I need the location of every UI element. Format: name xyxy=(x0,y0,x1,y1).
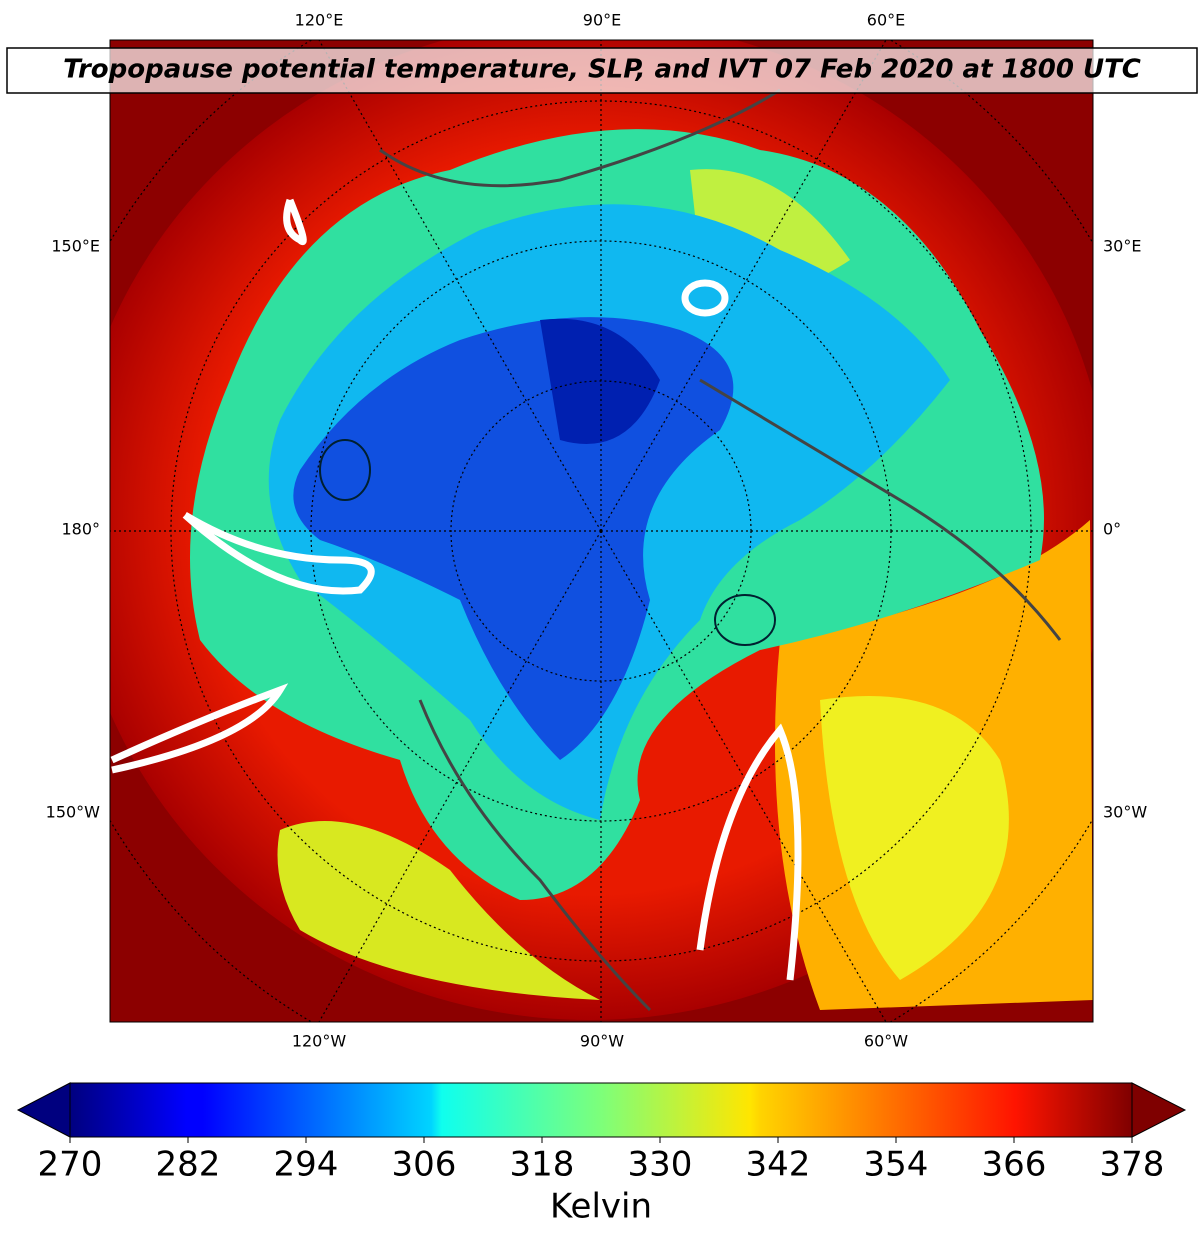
lon-label: 90°W xyxy=(580,1032,624,1051)
colorbar-extend-high xyxy=(1131,1082,1187,1138)
lon-labels: 120°E 90°E 60°E 120°W 90°W 60°W 150°E 180° 150°W… xyxy=(46,11,1148,1051)
colorbar-bar xyxy=(69,1082,1133,1138)
lon-label: 120°W xyxy=(292,1032,347,1051)
map-field xyxy=(110,40,1093,1022)
title-box xyxy=(6,47,1198,94)
ivt-contours xyxy=(110,198,802,981)
lon-label: 120°E xyxy=(295,11,344,30)
yellow-region xyxy=(277,821,600,1000)
lon-label: 60°W xyxy=(864,1032,908,1051)
lon-label: 180° xyxy=(61,520,100,539)
lon-label: 150°W xyxy=(46,803,101,822)
lon-label: 0° xyxy=(1103,520,1121,539)
graticule xyxy=(110,40,1093,1022)
colorbar-tick-label: 354 xyxy=(864,1145,929,1185)
colorbar-tick-label: 270 xyxy=(38,1145,103,1185)
colorbar-extend-low xyxy=(16,1082,71,1138)
colorbar-tick-label: 306 xyxy=(392,1145,457,1185)
map-frame xyxy=(109,39,1094,1023)
lon-label: 60°E xyxy=(867,11,905,30)
colorbar-tick-label: 318 xyxy=(510,1145,575,1185)
lon-label: 150°E xyxy=(51,237,100,256)
colorbar-tick-label: 330 xyxy=(628,1145,693,1185)
map-title: Tropopause potential temperature, SLP, a… xyxy=(63,55,1141,85)
slp-low xyxy=(714,594,776,646)
lon-label: 30°W xyxy=(1103,803,1147,822)
lon-label: 30°E xyxy=(1103,237,1141,256)
colorbar-tick-label: 282 xyxy=(156,1145,221,1185)
colorbar-tick-label: 294 xyxy=(274,1145,339,1185)
colorbar-tick-label: 378 xyxy=(1100,1145,1165,1185)
colorbar-tick-label: 366 xyxy=(982,1145,1047,1185)
slp-low xyxy=(319,439,371,501)
coastlines xyxy=(379,88,1062,1012)
lon-label: 90°E xyxy=(583,11,621,30)
colorbar: 270 282 294 306 318 330 342 354 366 378 Kelvin xyxy=(16,1082,1187,1227)
yellow-region xyxy=(820,696,1009,980)
colorbar-label: Kelvin xyxy=(550,1187,652,1227)
colorbar-tick-label: 342 xyxy=(746,1145,811,1185)
